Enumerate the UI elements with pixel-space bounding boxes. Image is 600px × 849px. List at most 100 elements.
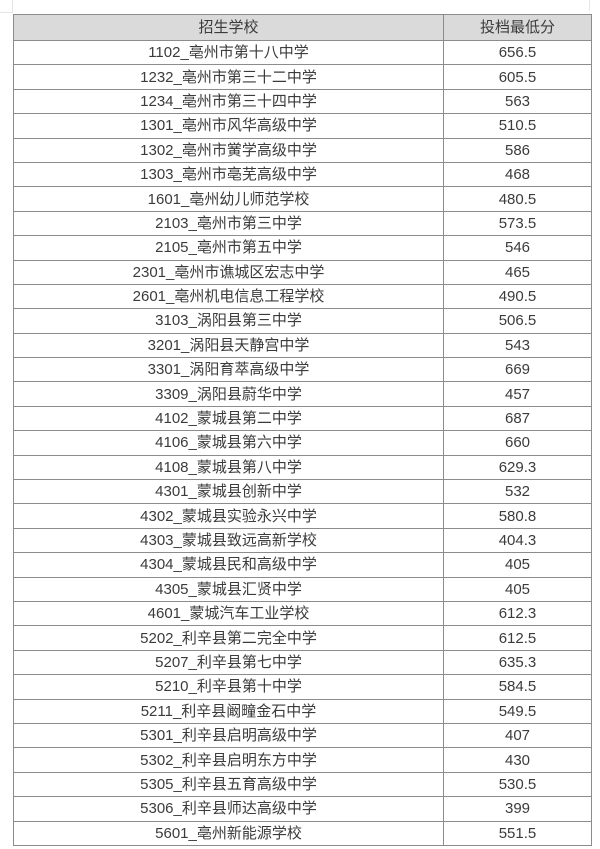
school-cell: 1601_亳州幼儿师范学校	[13, 186, 444, 212]
school-cell: 1301_亳州市风华高级中学	[13, 113, 444, 139]
school-cell: 3301_涡阳育萃高级中学	[13, 357, 444, 383]
table-row: 4302_蒙城县实验永兴中学 580.8	[13, 503, 592, 529]
school-cell: 4108_蒙城县第八中学	[13, 454, 444, 481]
school-cell: 5302_利辛县启明东方中学	[13, 747, 444, 773]
score-cell: 465	[443, 259, 592, 285]
table-row: 5301_利辛县启明高级中学 407	[13, 722, 592, 749]
table-row: 4305_蒙城县汇贤中学 405	[13, 576, 592, 602]
table-row: 2105_亳州市第五中学 546	[13, 235, 592, 261]
score-cell: 549.5	[443, 698, 592, 724]
header-min-score: 投档最低分	[443, 14, 592, 41]
school-cell: 1232_亳州市第三十二中学	[13, 64, 444, 90]
table-row: 4301_蒙城县创新中学 532	[13, 479, 592, 505]
score-cell: 546	[443, 235, 592, 261]
school-cell: 4302_蒙城县实验永兴中学	[13, 503, 444, 529]
table-row: 4106_蒙城县第六中学 660	[13, 430, 592, 456]
score-cell: 635.3	[443, 649, 592, 676]
table-row: 5601_亳州新能源学校 551.5	[13, 820, 592, 846]
school-cell: 5207_利辛县第七中学	[13, 649, 444, 676]
table-row: 5202_利辛县第二完全中学 612.5	[13, 625, 592, 651]
admission-score-table: 招生学校 投档最低分 1102_亳州市第十八中学 656.5 1232_亳州市第三十…	[13, 14, 592, 846]
school-cell: 5301_利辛县启明高级中学	[13, 722, 444, 749]
table-row: 2103_亳州市第三中学 573.5	[13, 210, 592, 237]
school-cell: 2103_亳州市第三中学	[13, 210, 444, 237]
score-cell: 490.5	[443, 283, 592, 310]
table-row: 1601_亳州幼儿师范学校 480.5	[13, 186, 592, 212]
score-cell: 605.5	[443, 64, 592, 90]
table-row: 4108_蒙城县第八中学 629.3	[13, 454, 592, 481]
score-cell: 407	[443, 722, 592, 749]
school-cell: 2301_亳州市谯城区宏志中学	[13, 259, 444, 285]
table-row: 3301_涡阳育萃高级中学 669	[13, 357, 592, 383]
school-cell: 5202_利辛县第二完全中学	[13, 625, 444, 651]
table-body: 1102_亳州市第十八中学 656.5 1232_亳州市第三十二中学 605.5 123…	[13, 39, 592, 846]
school-cell: 3103_涡阳县第三中学	[13, 308, 444, 334]
table-row: 1232_亳州市第三十二中学 605.5	[13, 64, 592, 90]
header-school: 招生学校	[13, 14, 444, 41]
table-row: 1301_亳州市风华高级中学 510.5	[13, 113, 592, 139]
table-row: 2301_亳州市谯城区宏志中学 465	[13, 259, 592, 285]
gridline-artifact	[12, 0, 13, 13]
school-cell: 1234_亳州市第三十四中学	[13, 88, 444, 115]
score-cell: 532	[443, 479, 592, 505]
score-cell: 399	[443, 796, 592, 822]
table-row: 5305_利辛县五育高级中学 530.5	[13, 771, 592, 798]
score-cell: 530.5	[443, 771, 592, 798]
score-cell: 629.3	[443, 454, 592, 481]
school-cell: 5306_利辛县师达高级中学	[13, 796, 444, 822]
table-header: 招生学校 投档最低分	[13, 14, 592, 41]
score-cell: 586	[443, 137, 592, 163]
score-cell: 405	[443, 552, 592, 578]
school-cell: 4102_蒙城县第二中学	[13, 405, 444, 432]
school-cell: 3309_涡阳县蔚华中学	[13, 381, 444, 407]
school-cell: 2601_亳州机电信息工程学校	[13, 283, 444, 310]
score-cell: 405	[443, 576, 592, 602]
score-cell: 612.5	[443, 625, 592, 651]
school-cell: 4301_蒙城县创新中学	[13, 479, 444, 505]
table-row: 3103_涡阳县第三中学 506.5	[13, 308, 592, 334]
score-cell: 543	[443, 332, 592, 359]
school-cell: 5211_利辛县阚疃金石中学	[13, 698, 444, 724]
school-cell: 5601_亳州新能源学校	[13, 820, 444, 846]
school-cell: 2105_亳州市第五中学	[13, 235, 444, 261]
gridline-artifact	[589, 0, 590, 11]
score-cell: 480.5	[443, 186, 592, 212]
table-row: 4304_蒙城县民和高级中学 405	[13, 552, 592, 578]
school-cell: 5210_利辛县第十中学	[13, 674, 444, 700]
table-row: 4102_蒙城县第二中学 687	[13, 405, 592, 432]
score-cell: 468	[443, 161, 592, 188]
school-cell: 5305_利辛县五育高级中学	[13, 771, 444, 798]
score-cell: 584.5	[443, 674, 592, 700]
table-row: 5302_利辛县启明东方中学 430	[13, 747, 592, 773]
table-row: 5210_利辛县第十中学 584.5	[13, 674, 592, 700]
table-row: 1234_亳州市第三十四中学 563	[13, 88, 592, 115]
table-row: 3309_涡阳县蔚华中学 457	[13, 381, 592, 407]
score-cell: 669	[443, 357, 592, 383]
school-cell: 4106_蒙城县第六中学	[13, 430, 444, 456]
header-row: 招生学校 投档最低分	[13, 14, 592, 41]
score-cell: 687	[443, 405, 592, 432]
table-row: 1102_亳州市第十八中学 656.5	[13, 39, 592, 66]
score-cell: 506.5	[443, 308, 592, 334]
table-row: 4303_蒙城县致远高新学校 404.3	[13, 527, 592, 554]
school-cell: 4303_蒙城县致远高新学校	[13, 527, 444, 554]
score-cell: 612.3	[443, 600, 592, 627]
school-cell: 4601_蒙城汽车工业学校	[13, 600, 444, 627]
school-cell: 1303_亳州市亳芜高级中学	[13, 161, 444, 188]
score-cell: 430	[443, 747, 592, 773]
school-cell: 3201_涡阳县天静宫中学	[13, 332, 444, 359]
score-cell: 660	[443, 430, 592, 456]
school-cell: 1302_亳州市黉学高级中学	[13, 137, 444, 163]
score-cell: 510.5	[443, 113, 592, 139]
table-row: 2601_亳州机电信息工程学校 490.5	[13, 283, 592, 310]
table-row: 1302_亳州市黉学高级中学 586	[13, 137, 592, 163]
school-cell: 4304_蒙城县民和高级中学	[13, 552, 444, 578]
score-cell: 563	[443, 88, 592, 115]
gridline-artifact	[0, 12, 12, 13]
table-row: 4601_蒙城汽车工业学校 612.3	[13, 600, 592, 627]
table-row: 5306_利辛县师达高级中学 399	[13, 796, 592, 822]
table-row: 3201_涡阳县天静宫中学 543	[13, 332, 592, 359]
score-cell: 656.5	[443, 39, 592, 66]
table-row: 5211_利辛县阚疃金石中学 549.5	[13, 698, 592, 724]
